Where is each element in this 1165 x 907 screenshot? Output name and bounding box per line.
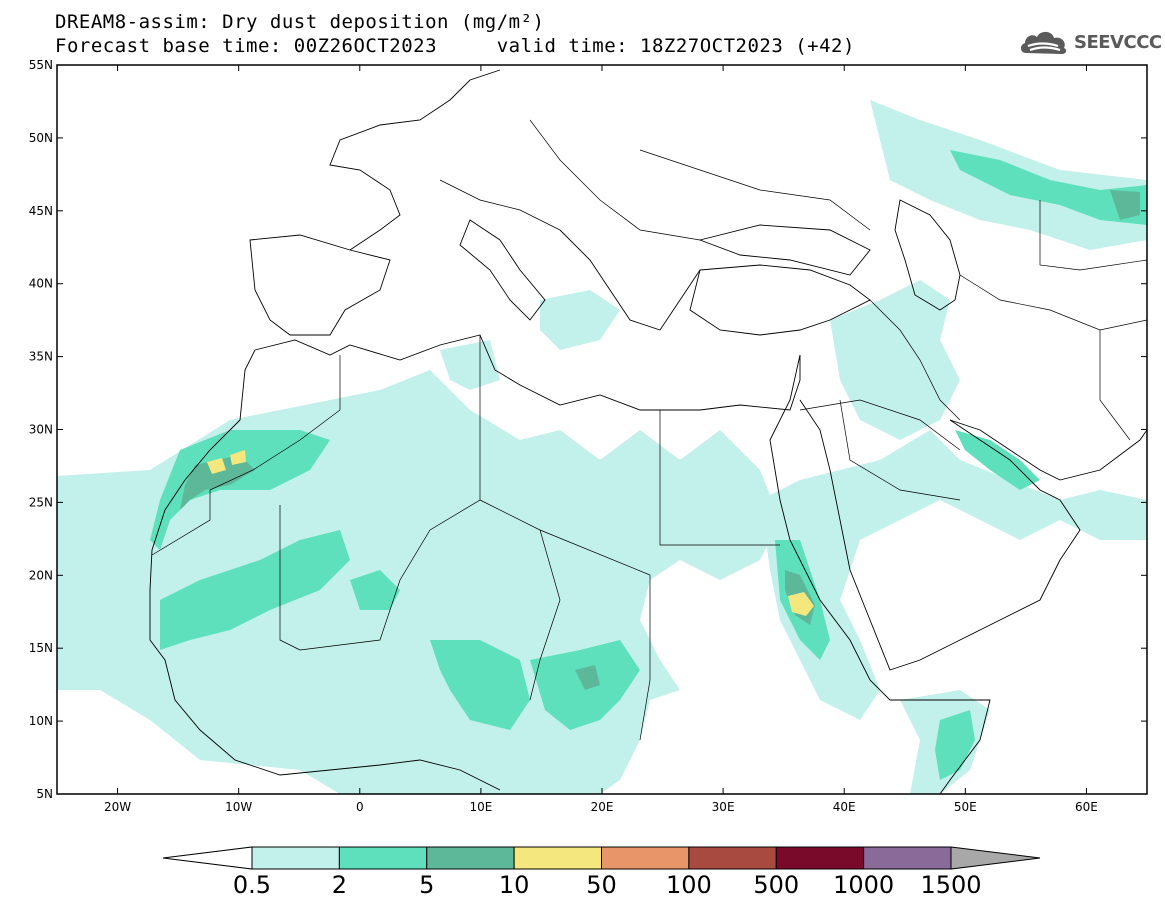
lat-label: 15N	[29, 641, 53, 655]
axis-ticks: 55N 50N 45N 40N 35N 30N 25N 20N 15N 10N 5N 20W 10W 0 1…	[29, 58, 1147, 814]
colorbar-label: 100	[666, 871, 712, 899]
colorbar-label: 1000	[833, 871, 894, 899]
lon-label: 50E	[954, 800, 977, 814]
lat-label: 20N	[29, 568, 53, 582]
colorbar-label: 1500	[920, 871, 981, 899]
coastlines	[149, 69, 1147, 794]
colorbar-label: 2	[332, 871, 347, 899]
lon-label: 10E	[469, 800, 492, 814]
lon-label: 20W	[104, 800, 131, 814]
colorbar-segment	[513, 846, 602, 870]
colorbar-label: 500	[753, 871, 799, 899]
colorbar-under-arrow	[162, 846, 253, 870]
colorbar-segment	[338, 846, 428, 870]
lon-label: 0	[356, 800, 364, 814]
dust-deposition-field	[57, 100, 1147, 794]
lat-label: 10N	[29, 714, 53, 728]
lon-label: 40E	[833, 800, 856, 814]
colorbar-over-arrow	[950, 846, 1041, 870]
lon-label: 30E	[712, 800, 735, 814]
seevccc-logo: SEEVCCC	[1018, 27, 1162, 57]
lon-label: 60E	[1075, 800, 1098, 814]
colorbar-segment	[426, 846, 515, 870]
lon-label: 10W	[225, 800, 252, 814]
colorbar-label: 5	[419, 871, 434, 899]
colorbar-segment	[775, 846, 865, 870]
map-title: DREAM8-assim: Dry dust deposition (mg/m²…	[55, 11, 545, 33]
colorbar-segment	[863, 846, 952, 870]
country-borders	[151, 119, 1147, 741]
lat-label: 5N	[36, 787, 53, 801]
colorbar-label: 50	[586, 871, 617, 899]
colorbar-segment	[601, 846, 690, 870]
forecast-time-subtitle: Forecast base time: 00Z26OCT2023 valid t…	[55, 35, 855, 57]
lat-label: 35N	[29, 350, 53, 364]
cloud-logo-icon	[1020, 31, 1067, 54]
colorbar-legend: 0.5 2 5 10 50 100 500 1000 1500	[162, 846, 1041, 899]
lat-label: 40N	[29, 277, 53, 291]
lon-label: 20E	[591, 800, 614, 814]
lat-label: 30N	[29, 423, 53, 437]
lat-label: 45N	[29, 204, 53, 218]
colorbar-label: 10	[499, 871, 530, 899]
colorbar-segment	[251, 846, 340, 870]
lat-label: 50N	[29, 131, 53, 145]
colorbar-label: 0.5	[233, 871, 271, 899]
lat-label: 55N	[29, 58, 53, 72]
colorbar-segment	[688, 846, 777, 870]
lat-label: 25N	[29, 495, 53, 509]
